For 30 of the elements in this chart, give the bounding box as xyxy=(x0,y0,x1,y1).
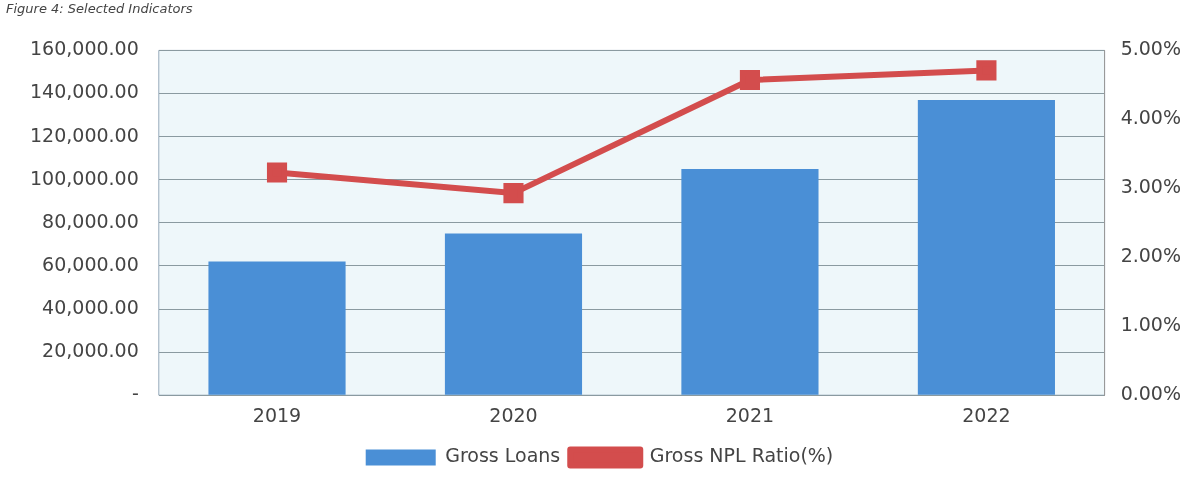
chart-title: Figure 4: Selected Indicators xyxy=(5,0,194,18)
y-tick-label: 100,000.00 xyxy=(29,166,139,189)
y-tick-label: 160,000.00 xyxy=(29,37,139,60)
point xyxy=(976,60,997,81)
bar xyxy=(917,99,1055,395)
y2-tick-label: 5.00% xyxy=(1120,37,1181,60)
bar xyxy=(681,168,819,395)
legend-label: Gross NPL Ratio(%) xyxy=(649,444,834,467)
y2-tick-label: 3.00% xyxy=(1120,175,1181,198)
point xyxy=(266,162,288,183)
y-tick-label: - xyxy=(131,382,139,405)
point xyxy=(739,69,761,91)
x-tick-label: 2019 xyxy=(252,403,302,426)
point xyxy=(503,183,524,204)
x-tick-label: 2022 xyxy=(962,403,1011,426)
y2-tick-label: 2.00% xyxy=(1120,244,1181,267)
y-tick-label: 80,000.00 xyxy=(42,209,139,232)
x-tick-label: 2020 xyxy=(489,403,538,426)
y2-tick-label: 1.00% xyxy=(1120,313,1181,336)
y-tick-label: 60,000.00 xyxy=(42,252,139,275)
y-tick-label: 20,000.00 xyxy=(42,339,139,362)
y2-tick-label: 0.00% xyxy=(1120,382,1181,405)
y-tick-label: 120,000.00 xyxy=(29,123,139,146)
x-tick-label: 2021 xyxy=(725,403,775,426)
y-tick-label: 140,000.00 xyxy=(29,80,139,103)
y-tick-label: 40,000.00 xyxy=(42,295,139,318)
bar xyxy=(208,261,346,395)
y2-tick-label: 4.00% xyxy=(1120,106,1181,129)
bar xyxy=(444,233,583,395)
legend-label: Gross Loans xyxy=(445,444,561,467)
